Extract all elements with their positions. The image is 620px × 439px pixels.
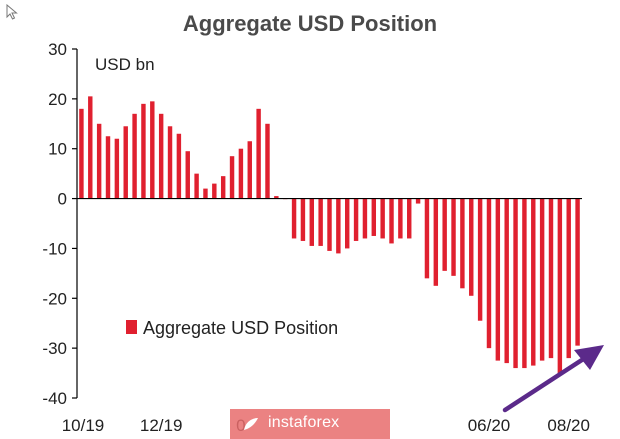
x-tick-label: 12/19 xyxy=(140,416,183,435)
bar xyxy=(548,198,554,359)
bar xyxy=(114,138,120,199)
bar xyxy=(79,108,84,199)
bar xyxy=(203,188,208,199)
bar xyxy=(451,198,456,276)
bar xyxy=(513,198,518,369)
y-tick-label: 10 xyxy=(48,140,67,159)
bar xyxy=(407,198,412,239)
bar xyxy=(318,198,323,246)
x-tick-label: 10/19 xyxy=(62,416,105,435)
bar xyxy=(415,198,421,204)
mouse-cursor-icon xyxy=(6,4,18,20)
watermark: instaforex xyxy=(230,409,390,439)
bar xyxy=(539,198,545,361)
bar xyxy=(327,198,332,251)
x-tick-label: 08/20 xyxy=(547,416,590,435)
bar xyxy=(460,198,465,289)
bar xyxy=(212,183,217,199)
arrow-head xyxy=(574,345,604,370)
bar xyxy=(150,101,155,199)
bar xyxy=(345,198,350,249)
bar xyxy=(105,136,111,199)
bar-series xyxy=(79,96,580,374)
bar xyxy=(336,198,341,254)
bar xyxy=(194,173,199,199)
y-tick-label: -40 xyxy=(42,389,67,408)
bar xyxy=(575,198,580,346)
watermark-text: instaforex xyxy=(268,414,340,431)
bar xyxy=(566,198,571,359)
bar xyxy=(96,123,102,199)
bar xyxy=(167,126,173,199)
watermark-logo-icon xyxy=(244,418,258,430)
bar xyxy=(309,198,314,246)
bar xyxy=(185,151,190,199)
unit-label: USD bn xyxy=(95,55,155,74)
bar xyxy=(504,198,509,364)
bar xyxy=(442,198,447,271)
bar xyxy=(469,198,474,296)
bar xyxy=(229,156,235,199)
bar xyxy=(398,198,403,239)
trend-arrow xyxy=(502,345,604,413)
bar xyxy=(477,198,483,321)
bar xyxy=(238,148,244,199)
bar xyxy=(141,103,146,199)
bar xyxy=(132,113,137,199)
bar xyxy=(176,133,182,199)
bar xyxy=(300,198,306,241)
legend: Aggregate USD Position xyxy=(126,318,338,338)
legend-swatch xyxy=(126,320,137,334)
bar xyxy=(433,198,439,286)
y-tick-label: -10 xyxy=(42,239,67,258)
y-tick-label: -30 xyxy=(42,339,67,358)
legend-label: Aggregate USD Position xyxy=(143,318,338,338)
bar xyxy=(522,198,527,369)
bar xyxy=(265,123,270,199)
bar xyxy=(256,108,261,199)
bar xyxy=(123,126,128,199)
bar xyxy=(380,198,385,239)
x-tick-label: 06/20 xyxy=(468,416,511,435)
y-tick-label: 20 xyxy=(48,90,67,109)
bar xyxy=(158,113,164,199)
arrow-shaft xyxy=(502,353,591,413)
bar xyxy=(486,198,492,349)
y-tick-label: -20 xyxy=(42,289,67,308)
bar xyxy=(424,198,430,279)
bar xyxy=(371,198,377,236)
bar xyxy=(389,198,394,244)
y-axis: 30 20 10 0 -10 -20 -30 -40 xyxy=(42,40,77,408)
bar xyxy=(353,198,359,241)
bar xyxy=(88,96,93,199)
bar xyxy=(531,198,536,366)
bar xyxy=(291,198,297,239)
bar xyxy=(220,176,226,199)
bar xyxy=(495,198,501,361)
y-tick-label: 0 xyxy=(58,190,67,209)
bar xyxy=(362,198,368,239)
bar xyxy=(274,196,279,199)
bar xyxy=(247,141,252,199)
chart-title: Aggregate USD Position xyxy=(183,11,437,36)
bar xyxy=(557,198,563,374)
y-tick-label: 30 xyxy=(48,40,67,59)
